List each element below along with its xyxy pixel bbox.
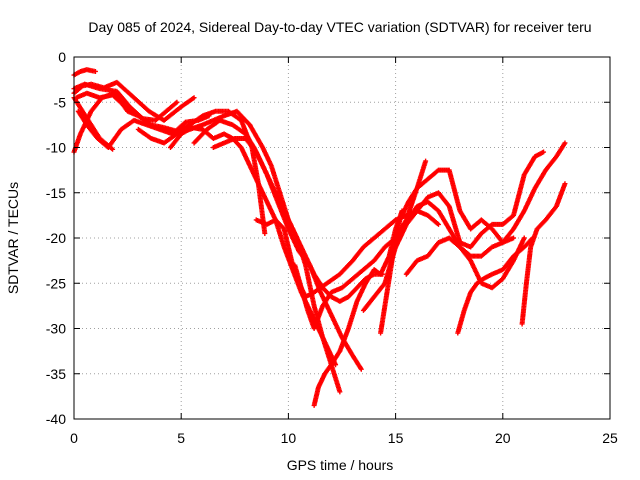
satellite-track (71, 95, 116, 152)
data-point (262, 230, 268, 236)
y-tick-label: -15 (46, 185, 66, 201)
satellite-track (393, 149, 547, 250)
x-axis-label: GPS time / hours (287, 457, 394, 473)
y-tick-label: -40 (46, 411, 66, 427)
satellite-track (403, 235, 527, 291)
data-point (358, 366, 364, 372)
x-tick-label: 5 (177, 430, 185, 446)
data-point (521, 235, 527, 241)
satellite-track (292, 158, 429, 331)
data-point (174, 99, 180, 105)
grid (74, 57, 610, 419)
satellite-track (71, 79, 197, 123)
data-point (337, 389, 343, 395)
data-point (562, 181, 568, 187)
chart-title: Day 085 of 2024, Sidereal Day-to-day VTE… (88, 19, 591, 35)
data-point (191, 95, 197, 101)
x-tick-label: 25 (602, 430, 618, 446)
satellite-track (455, 235, 536, 336)
y-axis-label: SDTVAR / TECUs (5, 182, 21, 294)
satellite-track (71, 67, 98, 78)
data-point (110, 146, 116, 152)
y-tick-label: -5 (54, 94, 67, 110)
satellite-track (378, 167, 517, 336)
x-tick-label: 0 (70, 430, 78, 446)
y-tick-label: -20 (46, 230, 66, 246)
data-point (333, 362, 339, 368)
data-point (562, 140, 568, 146)
data-point (135, 113, 141, 119)
data-point (423, 158, 429, 164)
y-tick-label: -35 (46, 366, 66, 382)
satellite-track (75, 108, 212, 150)
data-point (511, 235, 517, 241)
data-points (71, 67, 568, 408)
satellite-track (135, 108, 343, 395)
satellite-track (519, 181, 568, 327)
axis-ticks: 0 5 10 15 20 25 0 -5 -10 -15 -20 -25 -30 -35 -40 (46, 49, 618, 446)
x-tick-label: 20 (495, 430, 511, 446)
data-point (435, 221, 441, 227)
y-tick-label: -25 (46, 275, 66, 291)
data-point (541, 149, 547, 155)
y-tick-label: -30 (46, 321, 66, 337)
x-tick-label: 10 (281, 430, 297, 446)
data-point (206, 113, 212, 119)
data-point (92, 68, 98, 74)
y-tick-label: -10 (46, 140, 66, 156)
y-tick-label: 0 (58, 49, 66, 65)
x-tick-label: 15 (388, 430, 404, 446)
